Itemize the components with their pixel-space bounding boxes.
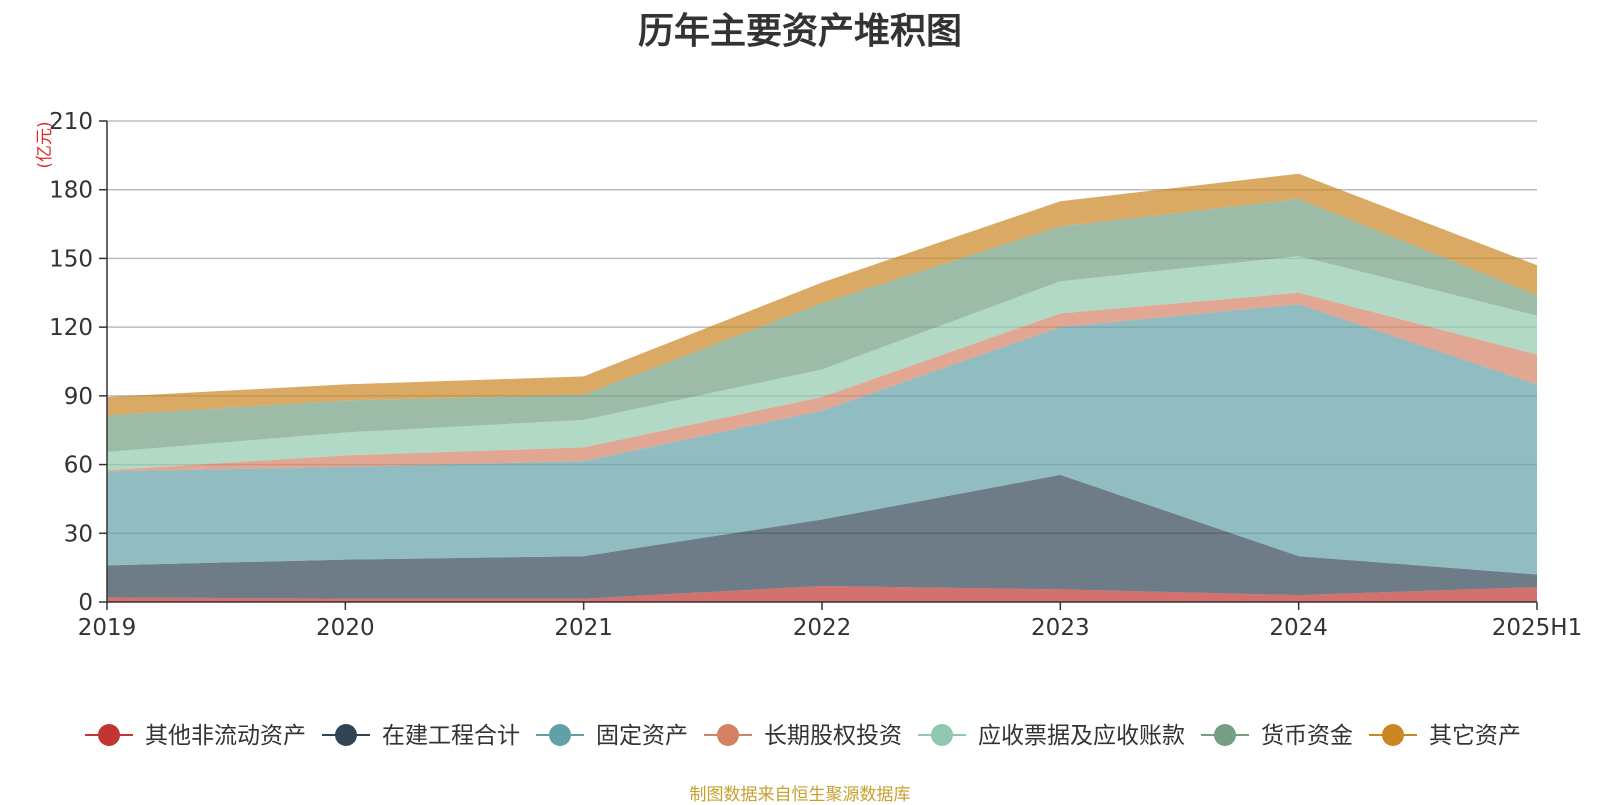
y-axis-unit-label: (亿元) <box>35 121 55 168</box>
legend-label: 货币资金 <box>1261 723 1353 749</box>
y-tick-label: 150 <box>49 246 93 272</box>
y-tick-label: 90 <box>64 384 93 410</box>
chart-title: 历年主要资产堆积图 <box>637 11 962 52</box>
legend-label: 其它资产 <box>1429 723 1521 749</box>
legend-marker-icon <box>1214 724 1236 746</box>
legend-label: 长期股权投资 <box>764 723 902 749</box>
y-tick-label: 0 <box>78 590 93 616</box>
legend-marker-icon <box>335 724 357 746</box>
legend-marker-icon <box>1382 724 1404 746</box>
x-tick-label: 2022 <box>793 615 852 641</box>
legend-marker-icon <box>98 724 120 746</box>
y-tick-label: 210 <box>49 109 93 135</box>
area-series <box>107 173 1537 602</box>
area-series-6[interactable] <box>107 198 1537 452</box>
legend-label: 其他非流动资产 <box>145 723 306 749</box>
x-tick-label: 2019 <box>78 615 137 641</box>
legend-marker-icon <box>549 724 571 746</box>
legend-item-4[interactable]: 长期股权投资 <box>704 723 902 749</box>
area-series-7[interactable] <box>107 173 1537 416</box>
legend-label: 固定资产 <box>596 723 688 749</box>
x-tick-label: 2021 <box>554 615 613 641</box>
area-series-3[interactable] <box>107 304 1537 575</box>
x-tick-label: 2024 <box>1269 615 1328 641</box>
legend-marker-icon <box>717 724 739 746</box>
legend-label: 应收票据及应收账款 <box>978 723 1185 749</box>
legend-item-6[interactable]: 货币资金 <box>1201 723 1353 749</box>
area-series-2[interactable] <box>107 474 1537 599</box>
legend-item-1[interactable]: 其他非流动资产 <box>85 723 306 749</box>
legend-label: 在建工程合计 <box>382 723 520 749</box>
y-tick-label: 30 <box>64 521 93 547</box>
legend-item-2[interactable]: 在建工程合计 <box>322 723 520 749</box>
x-tick-label: 2025H1 <box>1492 615 1582 641</box>
legend-item-7[interactable]: 其它资产 <box>1369 723 1521 749</box>
y-tick-label: 180 <box>49 178 93 204</box>
source-footer: 制图数据来自恒生聚源数据库 <box>689 785 911 805</box>
legend-item-5[interactable]: 应收票据及应收账款 <box>918 723 1185 749</box>
x-tick-label: 2023 <box>1031 615 1090 641</box>
y-tick-label: 120 <box>49 315 93 341</box>
x-tick-label: 2020 <box>316 615 375 641</box>
axes: 0 30 60 90 120 150 180 210 2019 2020 2021 2022 2023 2… <box>49 109 1582 641</box>
legend[interactable]: 其他非流动资产 在建工程合计 固定资产 长期股权投资 应收票据及应收账款 货币资金 其它资产 <box>85 723 1521 749</box>
legend-item-3[interactable]: 固定资产 <box>536 723 688 749</box>
area-series-5[interactable] <box>107 256 1537 471</box>
area-series-1[interactable] <box>107 586 1537 602</box>
y-tick-label: 60 <box>64 453 93 479</box>
legend-marker-icon <box>931 724 953 746</box>
